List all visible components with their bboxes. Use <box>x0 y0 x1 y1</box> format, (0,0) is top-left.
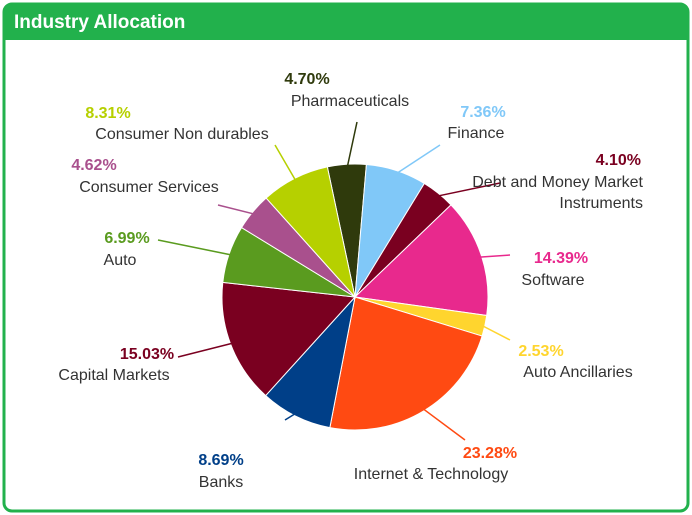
leader-line <box>157 239 234 257</box>
leader-line <box>480 324 511 341</box>
value-label: 8.31% <box>85 105 130 122</box>
category-label-box: Debt and Money Market Instruments <box>472 174 643 212</box>
leader-line <box>394 144 441 176</box>
value-label: 15.03% <box>120 346 174 363</box>
value-label: 4.62% <box>71 157 116 174</box>
leader-line <box>284 411 298 421</box>
leader-line <box>346 121 358 169</box>
category-label: Auto <box>104 252 137 269</box>
chart-title: Industry Allocation <box>14 12 185 33</box>
header-bar <box>4 4 688 40</box>
category-label: Finance <box>448 125 505 142</box>
leader-line <box>217 204 257 216</box>
leader-line <box>435 182 501 198</box>
value-label: 2.53% <box>518 343 563 360</box>
category-label: Consumer Non durables <box>95 126 268 143</box>
pie-slice <box>329 296 483 431</box>
category-label: Auto Ancillaries <box>523 364 632 381</box>
category-label: Banks <box>199 474 243 491</box>
value-label: 6.99% <box>104 230 149 247</box>
value-label: 7.36% <box>460 104 505 121</box>
category-label: Consumer Services <box>79 179 219 196</box>
category-label: Software <box>521 272 584 289</box>
leader-line <box>274 144 298 183</box>
value-label: 4.10% <box>596 152 641 169</box>
category-label: Capital Markets <box>58 367 169 384</box>
value-label: 4.70% <box>284 71 329 88</box>
leader-line <box>421 406 466 441</box>
category-label: Internet & Technology <box>354 466 508 483</box>
category-label: Pharmaceuticals <box>291 93 409 110</box>
category-label: Debt and Money Market Instruments <box>472 174 643 212</box>
value-label: 14.39% <box>534 250 588 267</box>
leader-line <box>477 254 511 259</box>
value-label: 23.28% <box>463 445 517 462</box>
value-label: 8.69% <box>198 452 243 469</box>
leader-line <box>177 342 235 358</box>
pie-slice <box>353 204 489 317</box>
